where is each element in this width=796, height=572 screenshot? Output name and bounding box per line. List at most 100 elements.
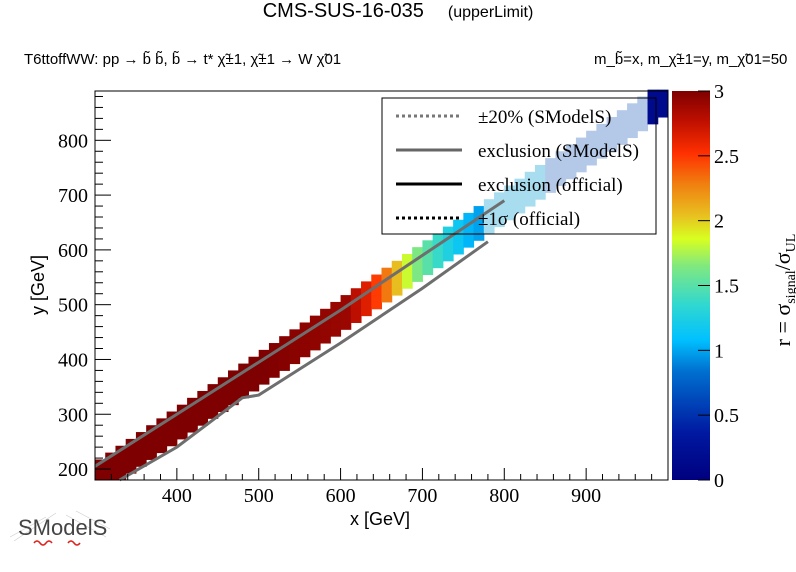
heatmap-cell [555, 151, 567, 159]
heatmap-cell [350, 288, 362, 296]
heatmap-cell [657, 96, 669, 104]
heatmap-cell [135, 452, 147, 460]
heatmap-cell [575, 151, 587, 159]
heatmap-cell [494, 219, 505, 228]
plot-frame [94, 90, 669, 481]
heatmap-cell [279, 363, 290, 371]
colorbar-tick-label: 3 [714, 81, 724, 103]
heatmap-cell [320, 329, 331, 337]
heatmap-cell [197, 390, 209, 399]
heatmap-cell [187, 425, 198, 433]
heatmap-cell [238, 370, 249, 378]
heatmap-cell [627, 110, 638, 118]
heatmap-cell [647, 117, 659, 125]
legend: ±20% (SModelS) exclusion (SModelS) exclusi… [381, 97, 657, 235]
heatmap-cell [606, 123, 618, 132]
heatmap-cell [95, 473, 106, 481]
heatmap-cell [238, 384, 249, 392]
heatmap-cell [453, 247, 464, 255]
heatmap-cell [596, 130, 608, 139]
heatmap-cell [350, 315, 362, 323]
heatmap-cell [299, 349, 311, 358]
heatmap-cell [586, 144, 597, 152]
heatmap-cell [217, 397, 229, 406]
heatmap-cell [586, 158, 597, 166]
heatmap-cell [361, 308, 372, 317]
heatmap-cell [258, 377, 270, 385]
heatmap-cell [391, 260, 403, 269]
heatmap-cell [616, 130, 628, 139]
heatmap-cell [565, 158, 577, 166]
heatmap-cell [637, 96, 649, 104]
heatmap-cell [197, 418, 209, 426]
heatmap-cell [135, 438, 147, 447]
heatmap-cell [412, 267, 423, 276]
heatmap-cell [217, 377, 229, 385]
heatmap-cell [207, 384, 219, 392]
heatmap-cell [453, 240, 464, 248]
heatmap-cell [207, 390, 219, 399]
heatmap-cell [627, 117, 638, 125]
heatmap-cell [596, 123, 608, 132]
heatmap-cell [514, 178, 526, 187]
heatmap-cell [575, 144, 587, 152]
heatmap-cell [627, 123, 638, 132]
heatmap-cell [524, 171, 536, 180]
heatmap-cell [524, 199, 536, 207]
x-tick-label: 800 [489, 485, 519, 507]
colorbar-tick-label: 2 [714, 211, 724, 233]
heatmap-cell [586, 151, 597, 159]
legend-label: exclusion (official) [478, 175, 623, 196]
heatmap-cell [350, 301, 362, 310]
heatmap-cell [657, 89, 669, 97]
process-description: T6ttoffWW: pp → b̃ b̃, b̃ → t* χ̃±1, χ̃±… [24, 51, 342, 68]
heatmap-cell [575, 137, 587, 145]
heatmap-cell [534, 178, 546, 187]
legend-label: ±1σ (official) [478, 209, 580, 230]
y-axis-label: y [GeV] [28, 255, 48, 315]
heatmap-cell [361, 281, 372, 289]
heatmap-cell [473, 206, 485, 214]
heatmap-cell [565, 171, 577, 180]
heatmap-cell [268, 363, 280, 371]
heatmap-cell [125, 445, 137, 454]
heatmap-cell [616, 110, 628, 118]
heatmap-cell [320, 322, 331, 330]
heatmap-cell [115, 459, 127, 467]
heatmap-cell [166, 438, 178, 447]
heatmap-cell [453, 219, 464, 228]
heatmap-cell [422, 260, 434, 269]
heatmap-cell [371, 288, 382, 296]
mass-assignment: m_b̃=x, m_χ̃±1=y, m_χ̃01=50 [594, 51, 788, 68]
heatmap-cell [514, 199, 526, 207]
heatmap-cell [187, 418, 198, 426]
heatmap-cell [135, 445, 147, 454]
heatmap-cell [483, 199, 495, 207]
heatmap-cell [146, 438, 157, 447]
heatmap-cell [258, 349, 270, 358]
heatmap-cell [616, 137, 628, 145]
heatmap-cell [565, 144, 577, 152]
colorbar-tick-label: 2.5 [714, 146, 739, 168]
heatmap-cell [187, 397, 198, 406]
heatmap-cell [473, 233, 485, 241]
heatmap-cell [463, 212, 475, 221]
heatmap-cell [207, 411, 219, 419]
heatmap-cell [268, 370, 280, 378]
x-tick-label: 700 [407, 485, 437, 507]
x-axis-label: x [GeV] [350, 509, 410, 529]
heatmap-cell [514, 185, 526, 193]
heatmap-cell [166, 418, 178, 426]
y-tick-label: 600 [58, 240, 88, 262]
heatmap-cell [627, 130, 638, 139]
x-tick-label: 500 [244, 485, 274, 507]
heatmap-cell [586, 130, 597, 139]
heatmap-cell [371, 301, 382, 310]
heatmap-cell [534, 171, 546, 180]
heatmap-cell [207, 397, 219, 406]
y-tick-label: 400 [58, 349, 88, 371]
heatmap-cell [453, 233, 464, 241]
heatmap-cell [545, 158, 556, 166]
heatmap-cell [299, 343, 311, 351]
y-tick-label: 300 [58, 404, 88, 426]
